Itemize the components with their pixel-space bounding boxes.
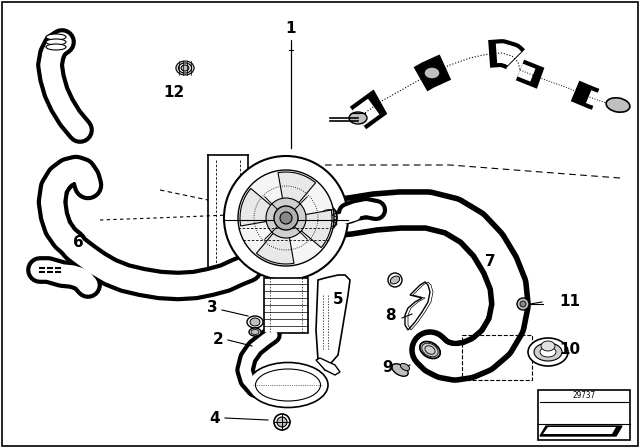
Polygon shape bbox=[543, 427, 616, 434]
Text: 2: 2 bbox=[212, 332, 223, 348]
Ellipse shape bbox=[249, 328, 261, 336]
Circle shape bbox=[274, 414, 290, 430]
Circle shape bbox=[520, 301, 526, 307]
Ellipse shape bbox=[349, 112, 367, 124]
Ellipse shape bbox=[46, 34, 66, 40]
Ellipse shape bbox=[248, 362, 328, 408]
Polygon shape bbox=[405, 282, 430, 330]
Ellipse shape bbox=[424, 67, 440, 79]
Circle shape bbox=[277, 417, 287, 427]
Circle shape bbox=[266, 198, 306, 238]
Wedge shape bbox=[278, 172, 316, 218]
Ellipse shape bbox=[541, 341, 555, 351]
Text: 9: 9 bbox=[383, 361, 394, 375]
Wedge shape bbox=[286, 210, 332, 248]
Bar bbox=[538, 390, 630, 440]
Text: 4: 4 bbox=[210, 410, 220, 426]
Circle shape bbox=[238, 170, 334, 266]
Circle shape bbox=[388, 273, 402, 287]
Ellipse shape bbox=[323, 207, 337, 229]
Circle shape bbox=[517, 298, 529, 310]
Polygon shape bbox=[316, 358, 340, 375]
Ellipse shape bbox=[606, 98, 630, 112]
Text: 11: 11 bbox=[559, 294, 580, 310]
Bar bbox=[264, 278, 308, 333]
Ellipse shape bbox=[179, 63, 191, 73]
Text: 10: 10 bbox=[559, 343, 580, 358]
Text: 1: 1 bbox=[285, 21, 296, 35]
Ellipse shape bbox=[528, 338, 568, 366]
Ellipse shape bbox=[420, 341, 440, 358]
Wedge shape bbox=[240, 189, 286, 226]
Ellipse shape bbox=[540, 347, 556, 357]
Ellipse shape bbox=[181, 65, 189, 71]
Polygon shape bbox=[316, 275, 350, 370]
Ellipse shape bbox=[176, 61, 194, 75]
Polygon shape bbox=[540, 426, 622, 436]
Ellipse shape bbox=[46, 39, 66, 45]
Circle shape bbox=[274, 206, 298, 230]
Ellipse shape bbox=[390, 276, 399, 284]
Text: 3: 3 bbox=[207, 301, 218, 315]
Text: 5: 5 bbox=[333, 293, 343, 307]
Ellipse shape bbox=[534, 343, 562, 361]
Ellipse shape bbox=[401, 363, 410, 370]
Text: 7: 7 bbox=[484, 254, 495, 270]
Wedge shape bbox=[257, 218, 294, 264]
Text: 12: 12 bbox=[163, 85, 184, 99]
Ellipse shape bbox=[392, 364, 408, 376]
Ellipse shape bbox=[250, 318, 260, 326]
Ellipse shape bbox=[46, 44, 66, 50]
Ellipse shape bbox=[251, 329, 259, 335]
Text: 29737: 29737 bbox=[572, 391, 596, 400]
Text: 6: 6 bbox=[72, 234, 83, 250]
Ellipse shape bbox=[247, 316, 263, 328]
Circle shape bbox=[280, 212, 292, 224]
Circle shape bbox=[224, 156, 348, 280]
Text: 8: 8 bbox=[385, 309, 396, 323]
